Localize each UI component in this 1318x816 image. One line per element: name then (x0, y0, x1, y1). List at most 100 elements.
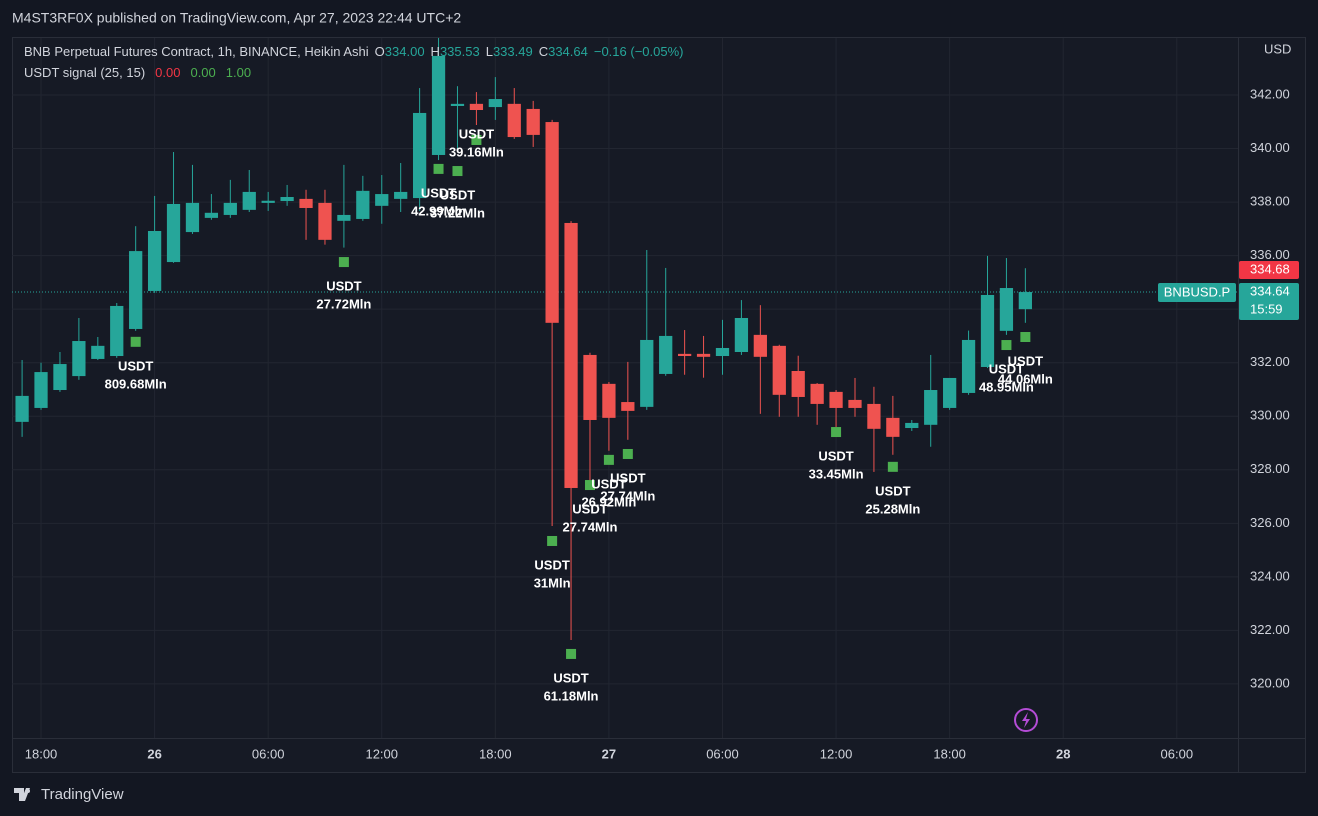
candle-body (640, 339, 654, 407)
signal-label: 27.74Mln (600, 488, 655, 503)
signal-label: USDT (440, 187, 475, 202)
candle-body (129, 251, 143, 329)
ohlc-key: O (375, 44, 385, 59)
candle-body (583, 354, 597, 420)
indicator-row: USDT signal (25, 15) 0.00 0.00 1.00 (24, 65, 251, 80)
signal-label: USDT (572, 501, 607, 516)
signal-label: 44.06Mln (998, 371, 1053, 386)
signal-label: 26.92Mln (581, 494, 636, 509)
signal-label: 37.22Mln (430, 205, 485, 220)
candle-body (318, 202, 332, 240)
signal-marker (603, 454, 614, 465)
signal-label: USDT (989, 361, 1024, 376)
candle-body (242, 191, 256, 210)
last-price-label: 334.64 (1250, 283, 1290, 298)
candle-body (564, 222, 578, 488)
publisher: M4ST3RF0X published on TradingView.com, … (12, 10, 461, 26)
last-price-tag (1239, 283, 1299, 321)
signal-label: USDT (534, 557, 569, 572)
candle-body (356, 190, 370, 219)
candle-body (772, 345, 786, 395)
signal-label: USDT (326, 278, 361, 293)
signal-label: 42.99Mln (411, 203, 466, 218)
signal-label: USDT (421, 185, 456, 200)
x-tick-label: 06:00 (252, 746, 285, 761)
candle-body (394, 191, 408, 199)
candle-body (72, 341, 86, 377)
candle-body (678, 353, 692, 357)
candle-body (204, 212, 219, 218)
candle-body (337, 214, 351, 221)
candle-body (943, 377, 957, 408)
candle-body (848, 399, 862, 408)
indicator-value: 1.00 (226, 65, 251, 80)
candle-body (34, 372, 48, 408)
candle-body (980, 294, 995, 367)
legend-title: BNB Perpetual Futures Contract, 1h, BINA… (24, 44, 369, 59)
chart-frame (12, 37, 1306, 773)
candle-body (791, 371, 805, 397)
signal-label: 27.72Mln (316, 296, 371, 311)
grid (12, 38, 1238, 738)
signal-marker (471, 134, 482, 145)
signal-label: USDT (875, 483, 910, 498)
candle-body (602, 383, 616, 418)
signal-label: USDT (459, 126, 494, 141)
candle-body (621, 402, 635, 411)
x-tick-label: 12:00 (820, 746, 853, 761)
candle-body (810, 383, 824, 404)
candle-body (450, 103, 465, 106)
y-tick-label: 322.00 (1250, 622, 1290, 637)
ohlc-value: 334.00 (385, 44, 425, 59)
candle-body (261, 200, 275, 203)
ohlc-key: L (486, 44, 493, 59)
signal-marker (566, 648, 577, 659)
y-tick-label: 332.00 (1250, 354, 1290, 369)
candle-body (867, 403, 881, 429)
candle-body (412, 112, 427, 199)
signal-marker (452, 166, 463, 177)
candle-body (545, 122, 559, 323)
signal-label: USDT (553, 670, 588, 685)
candle-body (166, 203, 181, 263)
ohlc-value: 333.49 (493, 44, 533, 59)
other-price-tag (1239, 261, 1299, 280)
legend-row: BNB Perpetual Futures Contract, 1h, BINA… (24, 44, 683, 59)
brand: TradingView (41, 786, 124, 803)
signal-label: 61.18Mln (544, 688, 599, 703)
candle-body (715, 347, 730, 357)
signal-label: USDT (1008, 353, 1043, 368)
candle-body (734, 318, 749, 352)
candle-body (696, 353, 711, 357)
signal-label: 31Mln (534, 575, 571, 590)
ohlc-key: H (431, 44, 440, 59)
candle-body (488, 99, 502, 108)
y-tick-label: 320.00 (1250, 675, 1290, 690)
candle-body (753, 334, 767, 357)
x-tick-label: 06:00 (706, 746, 739, 761)
candle-body (905, 422, 919, 429)
symbol-label: BNBUSD.P (1164, 284, 1230, 299)
signal-marker (130, 336, 141, 347)
signal-label: 25.28Mln (865, 501, 920, 516)
candle-body (53, 364, 67, 391)
signal-label: 27.74Mln (563, 519, 618, 534)
indicator-value: 0.00 (155, 65, 180, 80)
x-tick-label: 12:00 (365, 746, 398, 761)
y-tick-label: 324.00 (1250, 568, 1290, 583)
signal-marker (1001, 340, 1012, 351)
x-tick-label: 26 (147, 746, 161, 761)
candle-body (223, 202, 237, 215)
y-tick-label: 342.00 (1250, 86, 1290, 101)
signal-marker (831, 427, 842, 438)
candle-body (375, 194, 389, 206)
candle-body (999, 288, 1014, 331)
symbol-tag (1158, 283, 1236, 303)
change: −0.16 (−0.05%) (594, 44, 684, 59)
signal-label: USDT (818, 448, 853, 463)
candle-body (147, 231, 162, 291)
alert-icon[interactable] (1014, 708, 1038, 732)
candle-body (659, 335, 673, 374)
signal-label: 33.45Mln (809, 466, 864, 481)
